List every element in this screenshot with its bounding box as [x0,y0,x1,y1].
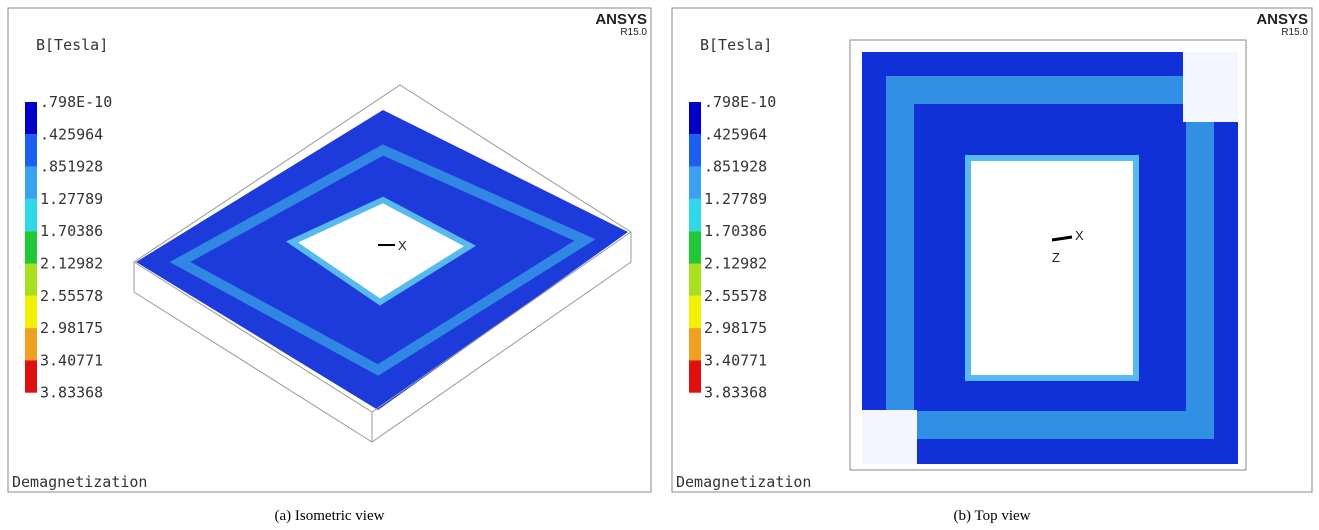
brand: ANSYS [595,11,647,28]
legend-label: .798E-10 [40,93,112,111]
version: R15.0 [620,27,647,38]
top-plot [849,39,1247,471]
footer: Demagnetization [12,473,147,491]
iso-plot [133,84,632,443]
legend-swatch [689,102,701,135]
legend-swatch [25,166,37,199]
legend-swatch [689,231,701,264]
legend-label: .851928 [704,158,767,176]
legend-label: 1.70386 [40,222,103,240]
legend-swatch [689,263,701,296]
caption: (b) Top view [954,508,1031,524]
legend-label: 3.40771 [704,351,767,369]
axis-label: X [1075,228,1084,243]
legend-label: 3.40771 [40,351,103,369]
legend-swatch [25,198,37,232]
legend-swatch [689,198,701,232]
legend-label: 2.55578 [704,287,767,305]
legend-swatch [689,295,701,329]
quantity: B[Tesla] [700,36,772,54]
legend-swatch [689,328,701,361]
legend-label: 2.98175 [40,319,103,337]
axis-label: X [398,238,407,253]
legend-swatch [25,102,37,135]
legend-label: .425964 [704,125,767,143]
legend-label: .851928 [40,158,103,176]
legend-swatch [689,166,701,199]
axis-label: Z [1052,250,1060,265]
legend-swatch [689,360,701,393]
brand: ANSYS [1256,11,1308,28]
legend-label: .798E-10 [704,93,776,111]
legend-swatch [25,295,37,329]
legend-label: 3.83368 [704,384,767,402]
legend-swatch [25,134,37,167]
footer: Demagnetization [676,473,811,491]
quantity: B[Tesla] [36,36,108,54]
legend-label: 1.27789 [704,190,767,208]
legend-label: 1.27789 [40,190,103,208]
legend-label: 2.12982 [40,255,103,273]
legend-label: 1.70386 [704,222,767,240]
legend-swatch [25,328,37,361]
legend-swatch [25,360,37,393]
legend-label: 2.12982 [704,255,767,273]
legend-label: .425964 [40,125,103,143]
legend-swatch [689,134,701,167]
legend-swatch [25,231,37,264]
legend-label: 2.55578 [40,287,103,305]
version: R15.0 [1281,27,1308,38]
legend-swatch [25,263,37,296]
legend-label: 3.83368 [40,384,103,402]
caption: (a) Isometric view [275,508,385,524]
legend-label: 2.98175 [704,319,767,337]
